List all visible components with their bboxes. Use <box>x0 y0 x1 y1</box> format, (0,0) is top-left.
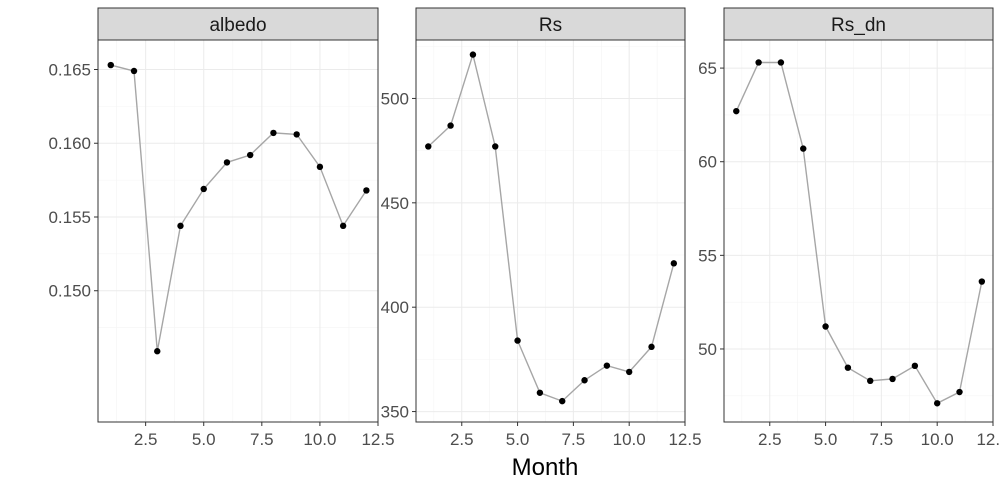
facet-strip <box>723 7 994 41</box>
data-point <box>425 143 432 150</box>
data-point <box>447 122 454 129</box>
data-point <box>844 364 852 371</box>
series-line <box>427 51 675 402</box>
y-tick-label: 0.155 <box>48 208 91 227</box>
data-point <box>316 163 324 171</box>
x-tick-label: 12.5 <box>668 430 701 449</box>
data-point <box>130 67 138 75</box>
data-point <box>670 260 678 267</box>
x-tick-label: 7.5 <box>250 430 274 449</box>
x-tick-label: 10.0 <box>613 430 646 449</box>
x-tick-label: 2.5 <box>134 430 158 449</box>
x-tick-label: 10.0 <box>303 430 336 449</box>
data-point <box>270 129 277 137</box>
panel-background <box>98 40 378 422</box>
x-tick-label: 7.5 <box>562 430 586 449</box>
panel-1: albedo 2.5 5.0 7.5 10.0 12.5 0.150 0.155 0.160 0.… <box>48 7 395 449</box>
y-tick-label: 60 <box>698 153 717 172</box>
data-point <box>581 377 588 384</box>
panel-border <box>97 39 379 423</box>
y-tick-label: 0.150 <box>48 282 91 301</box>
y-tick-label: 400 <box>381 298 409 317</box>
panel-border <box>723 39 994 423</box>
y-tick-label: 55 <box>698 246 717 265</box>
data-point <box>603 362 611 369</box>
data-point <box>889 375 896 383</box>
facet-strip <box>97 7 379 41</box>
y-tick-label: 50 <box>698 340 717 359</box>
data-point <box>800 145 807 152</box>
data-point <box>933 400 941 407</box>
x-tick-label: 12.5 <box>976 430 1000 449</box>
data-point <box>536 389 544 396</box>
data-point <box>246 151 254 159</box>
data-point <box>648 343 655 351</box>
data-point <box>956 388 963 396</box>
data-point <box>107 61 114 69</box>
y-tick-label: 0.160 <box>48 134 91 153</box>
facet-strip-label: albedo <box>209 15 266 36</box>
data-point <box>339 222 347 230</box>
x-tick-label: 12.5 <box>361 430 394 449</box>
facet-strip-label: Rs_dn <box>831 15 886 36</box>
data-point <box>200 185 207 193</box>
x-tick-label: 5.0 <box>506 430 530 449</box>
y-tick-label: 450 <box>381 194 409 213</box>
data-point <box>177 222 184 230</box>
x-tick-label: 5.0 <box>192 430 216 449</box>
chart-panels: albedo 2.5 5.0 7.5 10.0 12.5 0.150 0.155 0.160 0.… <box>48 7 1000 449</box>
x-tick-label: 7.5 <box>870 430 894 449</box>
panel-2: Rs 2.5 5.0 7.5 10.0 12.5 350 400 450 500 <box>381 7 702 449</box>
data-point <box>822 323 829 330</box>
facet-strip-label: Rs <box>539 15 562 36</box>
data-point <box>154 348 161 355</box>
data-point <box>363 187 370 194</box>
y-tick-label: 65 <box>698 59 717 78</box>
data-point <box>625 368 633 376</box>
series-line <box>110 64 367 352</box>
data-point <box>867 377 874 385</box>
data-point <box>514 337 521 344</box>
data-point <box>777 59 785 66</box>
panel-background <box>724 40 993 422</box>
x-tick-label: 2.5 <box>758 430 782 449</box>
data-point <box>911 362 919 370</box>
x-axis-title: Month <box>512 454 579 481</box>
panel-3: Rs_dn 2.5 5.0 7.5 10.0 12.5 50 55 60 65 <box>698 7 1000 449</box>
x-tick-label: 2.5 <box>450 430 474 449</box>
y-tick-label: 350 <box>381 403 409 422</box>
series-line <box>735 61 983 405</box>
data-point <box>733 107 740 115</box>
y-tick-label: 500 <box>381 89 409 108</box>
data-point <box>492 143 499 150</box>
data-point <box>755 59 762 66</box>
y-tick-label: 0.165 <box>48 60 91 79</box>
data-point <box>559 397 566 405</box>
data-point <box>293 131 300 138</box>
data-point <box>223 159 231 166</box>
x-tick-label: 10.0 <box>921 430 954 449</box>
data-point <box>469 51 477 58</box>
panel-background <box>416 40 685 422</box>
panel-border <box>415 39 686 423</box>
x-tick-label: 5.0 <box>814 430 838 449</box>
data-point <box>978 278 986 285</box>
